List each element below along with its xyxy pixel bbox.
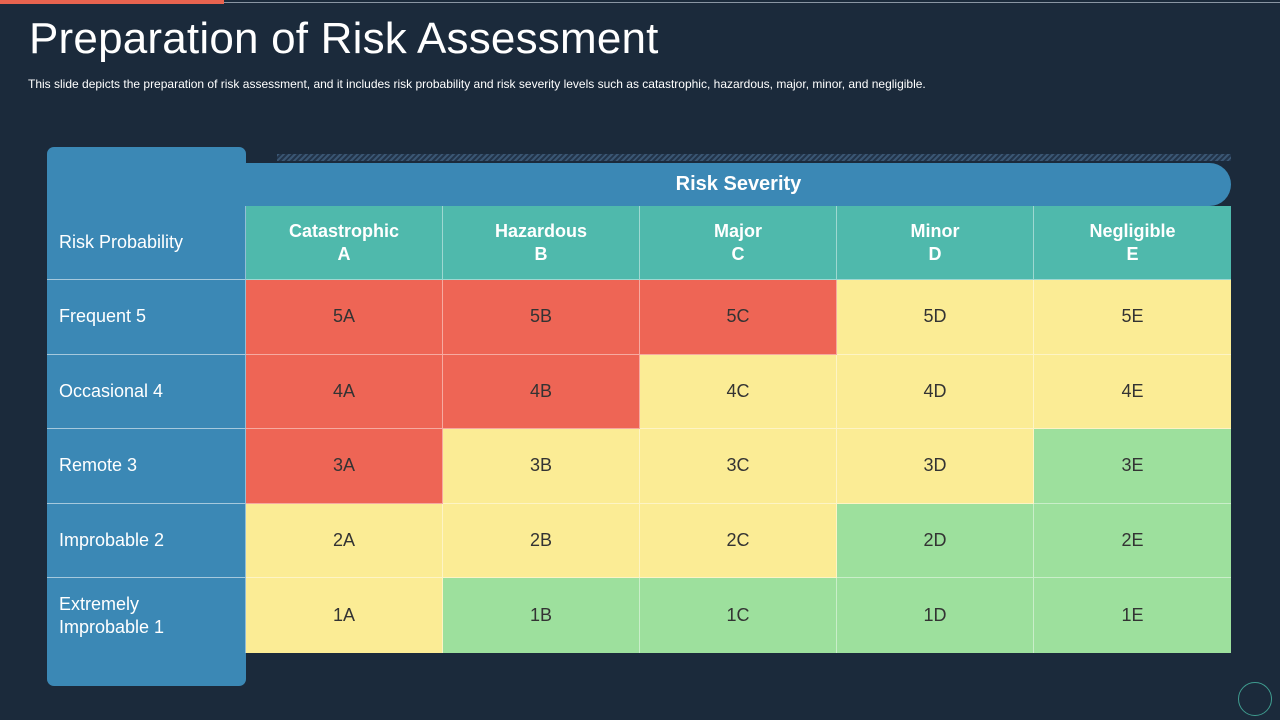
column-header-negligible: Negligible E bbox=[1034, 206, 1231, 280]
row-header-remote: Remote 3 bbox=[47, 429, 246, 504]
matrix-cell-5e: 5E bbox=[1034, 280, 1231, 355]
matrix-cell-2b: 2B bbox=[443, 503, 640, 579]
matrix-cell-4e: 4E bbox=[1034, 354, 1231, 430]
matrix-cell-4d: 4D bbox=[837, 354, 1034, 430]
matrix-cell-4c: 4C bbox=[640, 354, 837, 430]
row-label-line: Extremely bbox=[59, 593, 140, 614]
column-code: D bbox=[928, 244, 942, 264]
accent-bar bbox=[0, 0, 224, 4]
row-header-occasional: Occasional 4 bbox=[47, 354, 246, 430]
matrix-cell-3b: 3B bbox=[443, 429, 640, 504]
column-header-catastrophic: Catastrophic A bbox=[246, 206, 443, 280]
matrix-cell-4a: 4A bbox=[246, 354, 443, 430]
matrix-cell-1b: 1B bbox=[443, 578, 640, 653]
matrix-cell-5a: 5A bbox=[246, 280, 443, 355]
column-code: C bbox=[731, 244, 745, 264]
page-subtitle: This slide depicts the preparation of ri… bbox=[28, 77, 926, 91]
column-code: B bbox=[534, 244, 548, 264]
page-title: Preparation of Risk Assessment bbox=[29, 14, 659, 63]
risk-severity-label: Risk Severity bbox=[675, 173, 802, 195]
column-header-major: Major C bbox=[640, 206, 837, 280]
column-name: Negligible bbox=[1089, 221, 1176, 241]
matrix-cell-5d: 5D bbox=[837, 280, 1034, 355]
matrix-cell-4b: 4B bbox=[443, 354, 640, 430]
top-rule bbox=[224, 2, 1280, 3]
column-header-hazardous: Hazardous B bbox=[443, 206, 640, 280]
column-code: A bbox=[337, 244, 351, 264]
matrix-cell-1e: 1E bbox=[1034, 578, 1231, 653]
column-name: Catastrophic bbox=[288, 221, 400, 241]
corner-circle-icon bbox=[1238, 682, 1272, 716]
column-name: Hazardous bbox=[494, 221, 588, 241]
column-name: Minor bbox=[910, 221, 960, 241]
row-header-frequent: Frequent 5 bbox=[47, 280, 246, 355]
matrix-cell-1c: 1C bbox=[640, 578, 837, 653]
column-header-minor: Minor D bbox=[837, 206, 1034, 280]
matrix-cell-5b: 5B bbox=[443, 280, 640, 355]
matrix-cell-2c: 2C bbox=[640, 503, 837, 579]
matrix-cell-1a: 1A bbox=[246, 578, 443, 653]
risk-severity-header: Risk Severity bbox=[246, 163, 1231, 206]
matrix-cell-3e: 3E bbox=[1034, 429, 1231, 504]
risk-matrix: Risk Probability Catastrophic A Hazardou… bbox=[47, 206, 1231, 653]
row-header-improbable: Improbable 2 bbox=[47, 503, 246, 579]
decorative-hatch bbox=[277, 154, 1231, 161]
matrix-cell-5c: 5C bbox=[640, 280, 837, 355]
matrix-cell-3d: 3D bbox=[837, 429, 1034, 504]
risk-probability-header: Risk Probability bbox=[47, 206, 246, 280]
risk-probability-label: Risk Probability bbox=[59, 232, 184, 252]
matrix-cell-1d: 1D bbox=[837, 578, 1034, 653]
row-label-line: Improbable 1 bbox=[59, 616, 165, 637]
matrix-cell-2d: 2D bbox=[837, 503, 1034, 579]
matrix-cell-3a: 3A bbox=[246, 429, 443, 504]
row-header-extremely-improbable: Extremely Improbable 1 bbox=[47, 578, 246, 653]
matrix-cell-3c: 3C bbox=[640, 429, 837, 504]
matrix-cell-2e: 2E bbox=[1034, 503, 1231, 579]
column-name: Major bbox=[713, 221, 762, 241]
column-code: E bbox=[1126, 244, 1139, 264]
matrix-cell-2a: 2A bbox=[246, 503, 443, 579]
